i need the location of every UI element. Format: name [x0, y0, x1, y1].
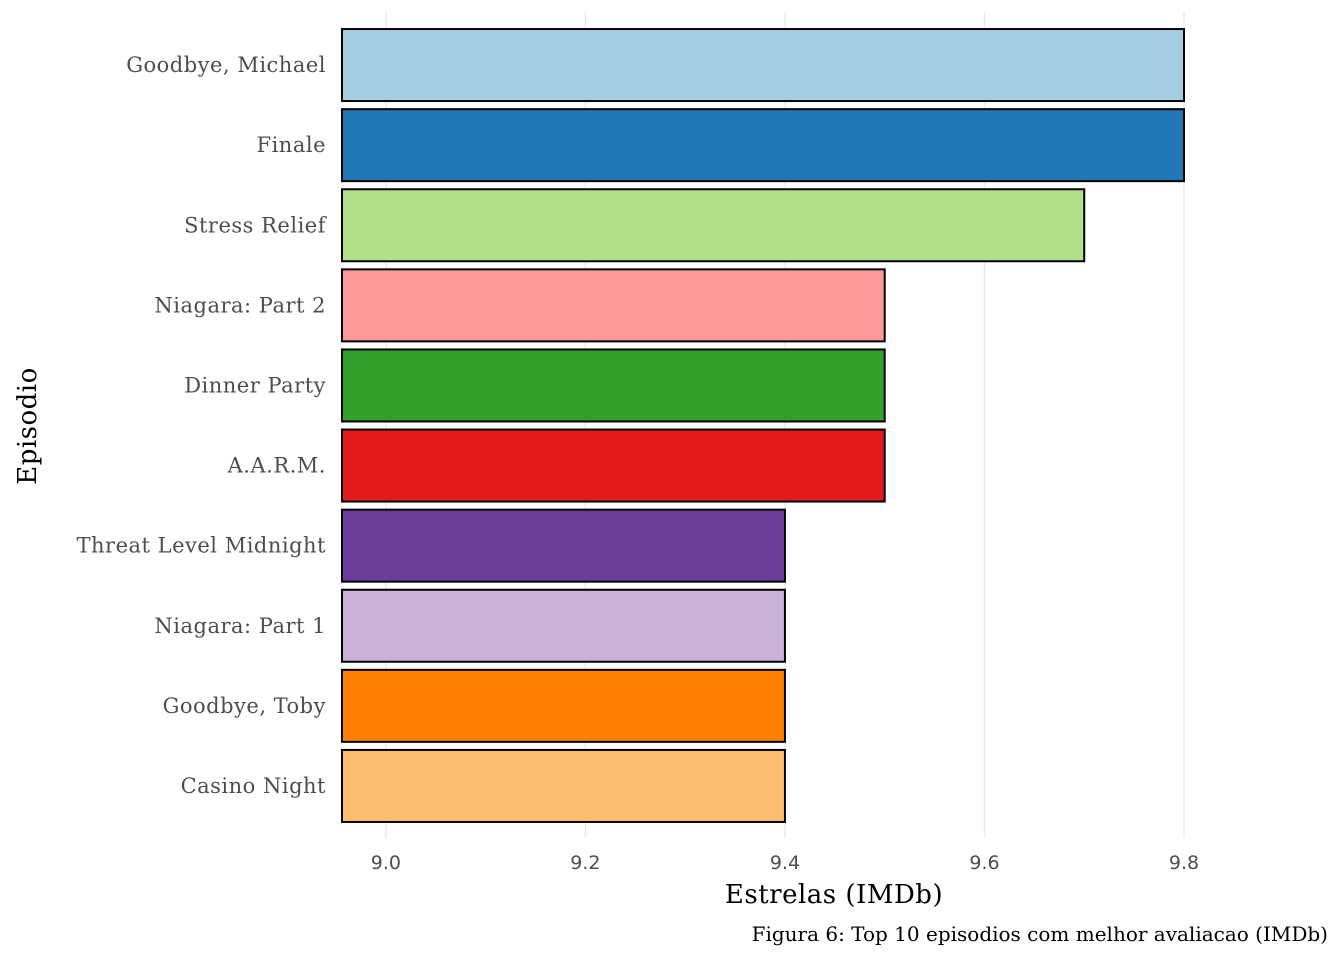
y-category-label: A.A.R.M. — [227, 454, 326, 478]
x-axis-title: Estrelas (IMDb) — [725, 880, 943, 910]
bar — [341, 668, 786, 743]
x-tick-label: 9.2 — [570, 852, 600, 874]
y-category-label: Finale — [257, 133, 326, 157]
x-tick-label: 9.4 — [770, 852, 800, 874]
y-axis-title: Episodio — [13, 367, 43, 485]
bar — [341, 188, 1086, 263]
y-category-label: Casino Night — [181, 774, 326, 798]
y-category-label: Threat Level Midnight — [77, 534, 327, 558]
bar — [341, 428, 886, 503]
figure-caption: Figura 6: Top 10 episodios com melhor av… — [752, 922, 1328, 946]
bar — [341, 588, 786, 663]
y-category-label: Stress Relief — [184, 213, 328, 237]
bar — [341, 28, 1185, 103]
bar — [341, 348, 886, 423]
bar — [341, 108, 1185, 183]
bar — [341, 268, 886, 343]
bar — [341, 508, 786, 583]
y-category-label: Niagara: Part 1 — [154, 614, 326, 638]
y-category-label: Niagara: Part 2 — [154, 293, 326, 317]
x-tick-label: 9.8 — [1169, 852, 1199, 874]
x-axis-tick-labels: 9.0 9.2 9.4 9.6 9.8 — [371, 852, 1199, 874]
y-category-label: Goodbye, Toby — [163, 694, 326, 718]
y-category-label: Goodbye, Michael — [126, 53, 326, 77]
bar — [341, 748, 786, 823]
x-tick-label: 9.0 — [371, 852, 401, 874]
bars — [341, 28, 1185, 823]
x-tick-label: 9.6 — [969, 852, 999, 874]
y-axis-category-labels: Goodbye, Michael Finale Stress Relief Niaga… — [77, 53, 328, 798]
y-category-label: Dinner Party — [184, 373, 326, 397]
